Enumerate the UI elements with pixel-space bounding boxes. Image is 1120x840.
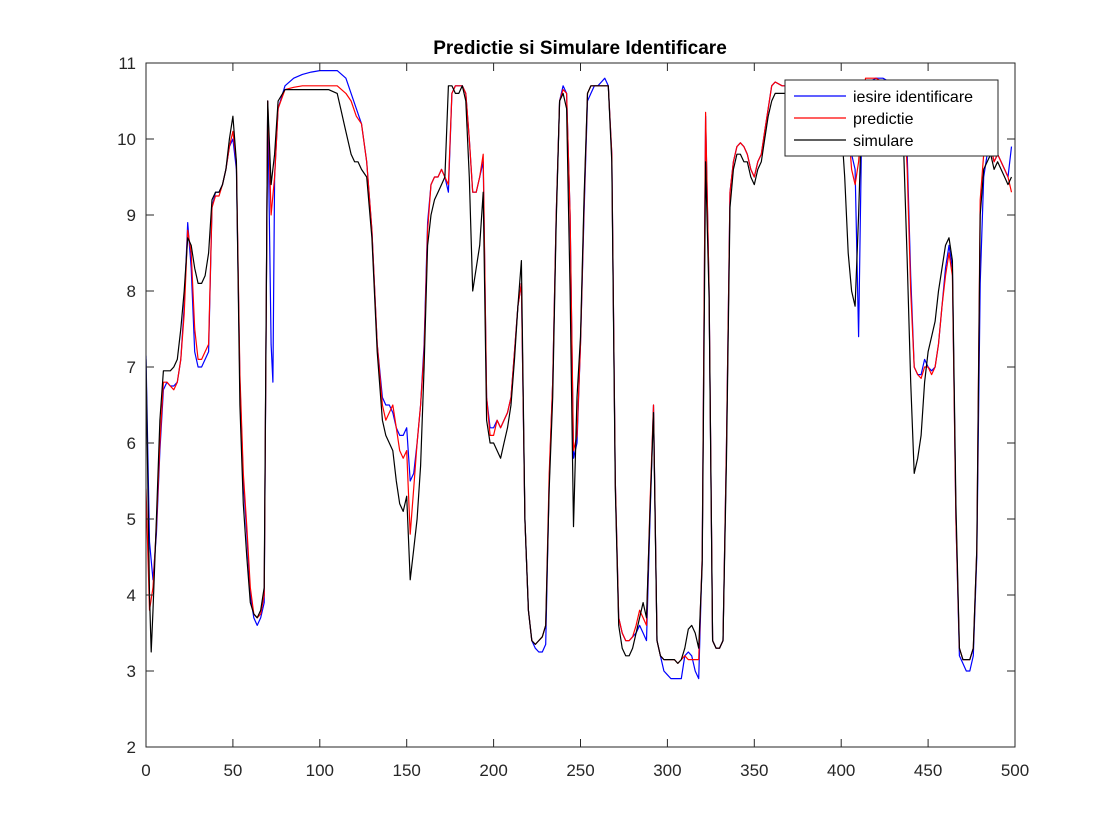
x-tick-label-0: 0 bbox=[141, 761, 150, 780]
legend: iesire identificare predictie simulare bbox=[784, 79, 999, 157]
x-tick-label-150: 150 bbox=[393, 761, 421, 780]
plot-frame bbox=[145, 62, 1016, 748]
x-tick-label-50: 50 bbox=[223, 761, 242, 780]
y-tick-label-6: 6 bbox=[127, 434, 136, 453]
y-tick-label-9: 9 bbox=[127, 206, 136, 225]
x-tick-label-350: 350 bbox=[740, 761, 768, 780]
y-tick-label-2: 2 bbox=[127, 738, 136, 757]
plot-area bbox=[146, 63, 1015, 747]
x-tick-label-400: 400 bbox=[827, 761, 855, 780]
chart-title: Predictie si Simulare Identificare bbox=[433, 38, 727, 59]
series-line-predictie bbox=[146, 77, 1013, 665]
x-tick-label-250: 250 bbox=[566, 761, 594, 780]
y-tick-label-3: 3 bbox=[127, 662, 136, 681]
x-tick-label-450: 450 bbox=[914, 761, 942, 780]
y-tick-label-10: 10 bbox=[117, 130, 136, 149]
x-tick-label-100: 100 bbox=[306, 761, 334, 780]
y-tick-label-8: 8 bbox=[127, 282, 136, 301]
x-tick-label-300: 300 bbox=[653, 761, 681, 780]
y-axis-tick-labels: 2 3 4 5 6 7 8 9 10 11 bbox=[117, 54, 136, 757]
x-tick-label-200: 200 bbox=[479, 761, 507, 780]
legend-label-iesire-identificare: iesire identificare bbox=[853, 89, 973, 106]
y-tick-label-11: 11 bbox=[118, 54, 136, 73]
legend-label-simulare: simulare bbox=[853, 133, 914, 150]
y-tick-label-5: 5 bbox=[127, 510, 136, 529]
x-tick-label-500: 500 bbox=[1001, 761, 1029, 780]
legend-label-predictie: predictie bbox=[853, 111, 914, 128]
x-axis-tick-labels: 0 50 100 150 200 250 300 350 400 450 500 bbox=[141, 761, 1029, 780]
y-tick-label-7: 7 bbox=[127, 358, 136, 377]
y-tick-label-4: 4 bbox=[127, 586, 136, 605]
